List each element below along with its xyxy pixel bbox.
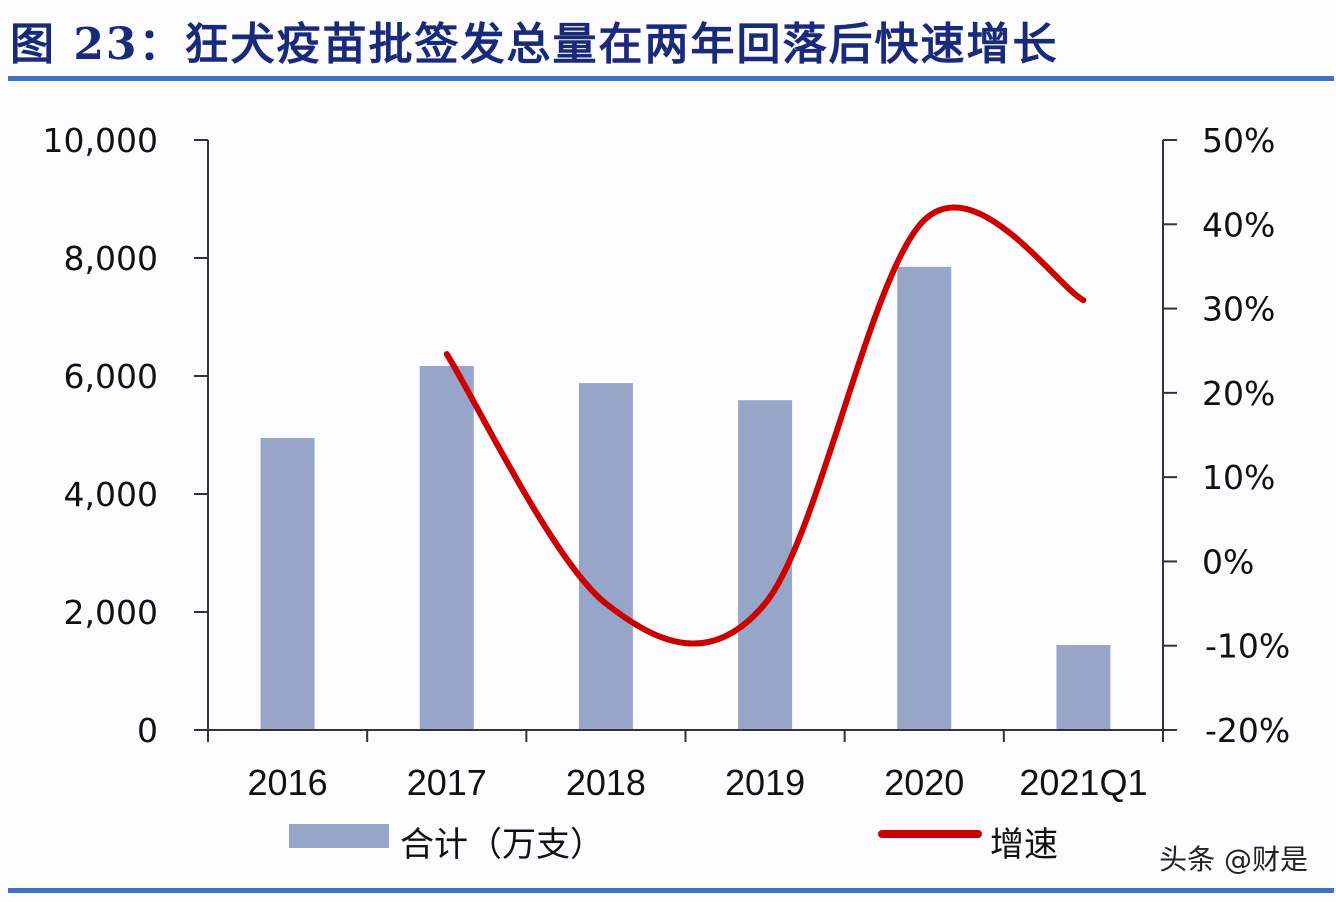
right-tick-label: 40%	[1202, 205, 1275, 244]
legend-bar-label: 合计（万支）	[400, 825, 604, 865]
left-tick-label: 0	[137, 711, 158, 750]
watermark: 头条 @财是	[1159, 843, 1308, 876]
bar-2020	[897, 266, 952, 730]
x-tick-label: 2018	[566, 762, 646, 803]
left-tick-label: 2,000	[64, 593, 158, 632]
bar-2017	[419, 365, 474, 730]
bar-2016	[260, 437, 315, 730]
bar-2018	[578, 383, 633, 730]
chart-title: 图 23：狂犬疫苗批签发总量在两年回落后快速增长	[10, 19, 1059, 70]
x-tick-label: 2017	[407, 762, 487, 803]
right-tick-label: -20%	[1205, 711, 1290, 750]
left-tick-label: 4,000	[64, 475, 158, 514]
left-tick-label: 8,000	[64, 239, 158, 278]
right-tick-label: 30%	[1202, 290, 1275, 329]
x-tick-label: 2016	[248, 762, 328, 803]
bar-2021Q1	[1056, 645, 1111, 730]
right-tick-label: 0%	[1202, 542, 1254, 581]
bar-2019	[738, 400, 793, 730]
x-tick-label: 2021Q1	[1019, 762, 1147, 803]
left-tick-label: 6,000	[64, 357, 158, 396]
legend-bar-swatch	[289, 824, 389, 848]
right-tick-label: 50%	[1202, 121, 1275, 160]
right-tick-label: 20%	[1202, 374, 1275, 413]
x-tick-label: 2019	[725, 762, 805, 803]
right-tick-label: 10%	[1202, 458, 1275, 497]
left-tick-label: 10,000	[43, 121, 158, 160]
top-rule	[8, 76, 1334, 81]
legend-line-label: 增速	[990, 825, 1058, 865]
right-tick-label: -10%	[1205, 627, 1290, 666]
growth-rate-line	[443, 204, 1087, 647]
bottom-rule	[8, 888, 1334, 893]
x-tick-label: 2020	[884, 762, 964, 803]
